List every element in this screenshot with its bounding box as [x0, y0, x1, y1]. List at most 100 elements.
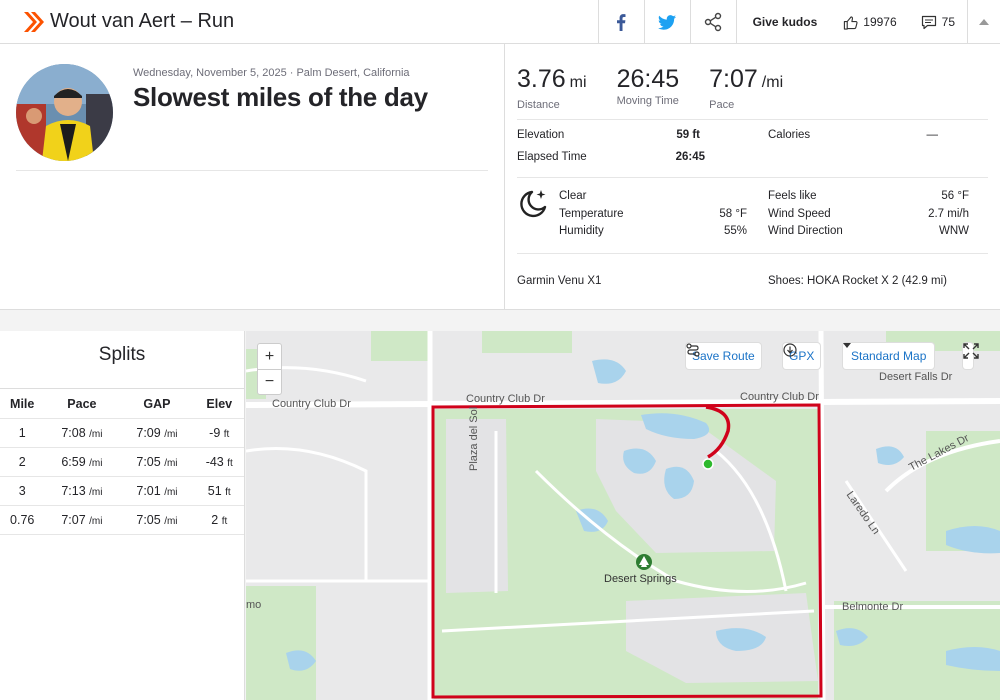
humidity-value: 55% — [723, 225, 747, 237]
table-row[interactable]: 1 7:08 /mi 7:09 /mi -9 ft — [0, 417, 244, 447]
map-type-select[interactable]: Standard Map — [843, 343, 935, 369]
zoom-in-button[interactable]: + — [264, 347, 275, 365]
activity-date-location: Wednesday, November 5, 2025 · Palm Deser… — [133, 67, 410, 79]
pace-unit: /mi — [89, 486, 103, 498]
elevation-value: 59 ft — [676, 129, 700, 141]
route-map[interactable]: + − Save Route GPX Standard Map Country … — [246, 331, 1000, 700]
activity-name: Slowest miles of the day — [133, 82, 428, 112]
stat-distance: 3.76 mi Distance — [517, 64, 587, 111]
column-header-gap: GAP — [143, 397, 171, 412]
activity-summary: Wednesday, November 5, 2025 · Palm Deser… — [0, 44, 1000, 310]
clear-night-icon — [520, 190, 547, 218]
splits-table: Mile Pace GAP Elev 1 7:08 /mi 7:09 /mi -… — [0, 391, 244, 535]
comment-icon — [921, 15, 936, 29]
split-pace-value: 6:59 — [61, 454, 86, 469]
twitter-share-button[interactable] — [643, 0, 690, 44]
wind-direction-label: Wind Direction — [768, 225, 843, 237]
calories-value: — — [926, 129, 939, 141]
split-gap: 7:09 /mi — [119, 417, 195, 447]
temperature-label: Temperature — [559, 208, 624, 220]
pace-unit: /mi — [164, 457, 178, 469]
split-gap-value: 7:05 — [136, 512, 161, 527]
feels-like-value: 56 °F — [941, 190, 969, 202]
split-gap: 7:05 /mi — [119, 446, 195, 476]
activity-title: Wout van Aert – Run — [50, 10, 235, 32]
share-icon — [704, 12, 722, 32]
stat-moving-time: 26:45 Moving Time — [617, 64, 680, 111]
elapsed-time-value: 26:45 — [675, 151, 705, 163]
download-icon — [783, 343, 797, 357]
split-mile: 1 — [0, 417, 45, 447]
split-elev-value: -43 — [205, 454, 224, 469]
kudos-count[interactable]: 19976 — [831, 15, 908, 30]
save-route-label: Save Route — [692, 349, 755, 363]
split-pace: 7:07 /mi — [44, 504, 120, 535]
elapsed-time-label: Elapsed Time — [517, 151, 587, 163]
split-mile: 3 — [0, 475, 45, 505]
elev-unit: ft — [227, 457, 233, 469]
comment-count-value: 75 — [941, 15, 955, 29]
map-label-street: Plaza del Sol — [468, 406, 480, 471]
kudos-count-value: 19976 — [863, 15, 897, 29]
gpx-button[interactable]: GPX — [783, 343, 821, 369]
moving-time-label: Moving Time — [616, 95, 679, 107]
divider — [0, 388, 244, 389]
divider — [517, 119, 988, 120]
map-label-street: Desert Falls Dr — [879, 371, 953, 383]
distance-label: Distance — [517, 99, 560, 111]
map-type-label: Standard Map — [851, 349, 927, 363]
elev-unit: ft — [221, 515, 228, 527]
split-elev: -43 ft — [194, 446, 244, 476]
splits-panel: Splits Mile Pace GAP Elev 1 7:08 /mi 7:0… — [0, 331, 245, 700]
avatar-image — [16, 64, 113, 161]
split-gap-value: 7:05 — [136, 454, 161, 469]
split-elev: -9 ft — [194, 417, 244, 447]
save-route-button[interactable]: Save Route — [686, 343, 761, 369]
split-elev-value: 51 — [207, 483, 222, 498]
share-button[interactable] — [689, 0, 736, 44]
split-elev: 51 ft — [194, 475, 244, 505]
zoom-out-button[interactable]: − — [258, 369, 281, 394]
shoes-info[interactable]: Shoes: HOKA Rocket X 2 (42.9 mi) — [768, 275, 947, 287]
table-row[interactable]: 3 7:13 /mi 7:01 /mi 51 ft — [0, 475, 244, 505]
map-label-street: Belmonte Dr — [842, 601, 904, 613]
divider — [517, 177, 988, 178]
split-pace: 7:13 /mi — [44, 475, 120, 505]
top-bar: Wout van Aert – Run Give kudos 19976 75 — [0, 0, 1000, 44]
split-elev-value: -9 — [209, 425, 221, 440]
table-row[interactable]: 0.76 7:07 /mi 7:05 /mi 2 ft — [0, 504, 244, 535]
split-pace: 6:59 /mi — [44, 446, 120, 476]
facebook-share-button[interactable] — [597, 0, 644, 44]
give-kudos-button[interactable]: Give kudos — [735, 0, 832, 44]
calories-label: Calories — [768, 129, 811, 141]
table-row[interactable]: 2 6:59 /mi 7:05 /mi -43 ft — [0, 446, 244, 476]
comment-count[interactable]: 75 — [909, 15, 967, 30]
wind-direction-value: WNW — [938, 225, 969, 237]
twitter-icon — [658, 14, 677, 30]
collapse-button[interactable] — [967, 0, 1000, 44]
fullscreen-button[interactable] — [963, 343, 979, 369]
strava-chevron-icon — [24, 12, 44, 32]
caret-down-icon — [843, 343, 851, 348]
device-name: Garmin Venu X1 — [517, 275, 602, 287]
elev-unit: ft — [223, 428, 230, 440]
route-icon — [686, 343, 700, 357]
feels-like-label: Feels like — [768, 190, 817, 202]
splits-title: Splits — [98, 344, 146, 365]
pace-label: Pace — [709, 99, 735, 111]
split-pace-value: 7:08 — [61, 425, 86, 440]
map-label-street: Country Club Dr — [740, 391, 819, 403]
pace-value: 7:07 — [709, 65, 758, 93]
split-mile: 2 — [0, 446, 45, 476]
pace-unit: /mi — [164, 486, 178, 498]
humidity-label: Humidity — [559, 225, 604, 237]
distance-value: 3.76 — [517, 65, 566, 93]
split-gap: 7:01 /mi — [119, 475, 195, 505]
activity-details: Wednesday, November 5, 2025 · Palm Deser… — [0, 44, 505, 310]
athlete-avatar[interactable] — [16, 64, 113, 161]
pace-unit: /mi — [89, 457, 103, 469]
split-mile: 0.76 — [0, 504, 45, 535]
moving-time-value: 26:45 — [616, 65, 680, 93]
temperature-value: 58 °F — [719, 208, 747, 220]
pace-unit: /mi — [164, 515, 178, 527]
